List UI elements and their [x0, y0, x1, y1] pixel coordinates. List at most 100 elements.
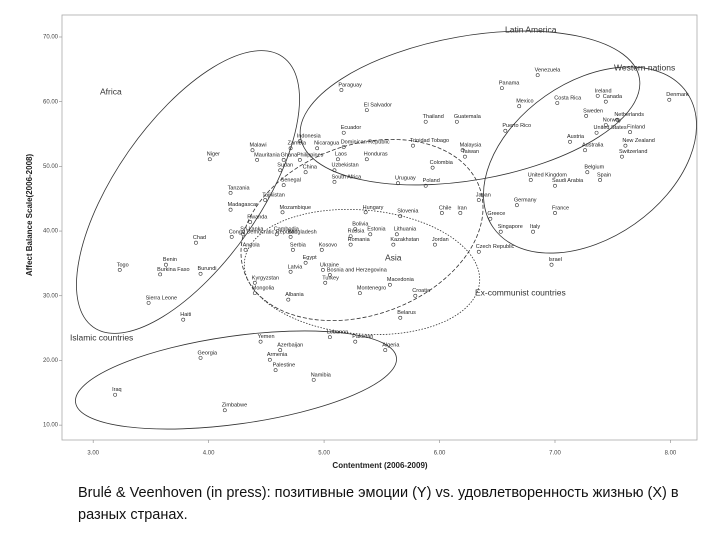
point — [430, 165, 435, 170]
group-label: Asia — [385, 252, 402, 262]
point-label: Mauritania — [254, 152, 281, 158]
point — [423, 119, 428, 124]
ellipse-western — [483, 66, 697, 254]
point — [396, 181, 400, 186]
point — [383, 348, 388, 352]
point — [348, 242, 353, 247]
point-label: Netherlands — [614, 112, 644, 118]
point-label: Ukraine — [320, 262, 339, 268]
y-tick-label: 10.00 — [43, 423, 59, 429]
point — [303, 170, 308, 175]
point-label: Uzbekistan — [331, 163, 358, 169]
point-label: Azerbaijan — [277, 343, 303, 349]
point-label: China — [303, 165, 318, 171]
point-label: Thailand — [423, 114, 444, 120]
point-label: Czech Republic — [476, 244, 515, 250]
point — [553, 211, 557, 215]
point-label: Malawi — [250, 143, 267, 149]
point — [250, 148, 255, 153]
point-label: Serbia — [290, 242, 307, 248]
point — [458, 211, 463, 215]
point — [252, 291, 257, 296]
point — [514, 203, 519, 208]
point-label: Palestine — [273, 363, 296, 369]
point — [620, 154, 624, 159]
point-label: Laos — [335, 152, 347, 158]
point — [503, 128, 508, 133]
point — [222, 408, 227, 413]
point-label: Latvia — [288, 264, 304, 270]
group-label: Latin America — [505, 24, 557, 34]
point — [488, 216, 493, 221]
point — [353, 339, 358, 344]
x-tick-label: 4.00 — [203, 451, 215, 457]
point-label: Macedonia — [387, 277, 415, 283]
point — [273, 368, 278, 373]
x-tick-label: 7.00 — [549, 451, 561, 457]
point — [553, 183, 557, 188]
point-label: Greece — [487, 211, 505, 217]
x-axis-label: Contentment (2006-2009) — [332, 461, 427, 470]
point — [628, 130, 632, 134]
y-tick-label: 30.00 — [43, 293, 59, 299]
point-label: Colombia — [430, 160, 454, 166]
point-label: Norway — [603, 117, 622, 123]
point — [291, 247, 295, 252]
point — [585, 170, 590, 175]
point — [267, 357, 272, 362]
point — [364, 157, 369, 162]
point-label: New Zealand — [622, 138, 654, 144]
point-label: Uruguay — [395, 176, 416, 182]
point-label: Poland — [423, 178, 440, 184]
point — [498, 229, 503, 234]
point-label: Taiwan — [462, 149, 479, 155]
point — [353, 227, 358, 232]
caption: Brulé & Veenhoven (in press): позитивные… — [78, 485, 679, 523]
point-label: Cambodia — [274, 227, 300, 233]
point — [394, 232, 399, 237]
ellipse-ex-communist — [243, 208, 481, 336]
point-label: Madagascar — [228, 202, 258, 208]
point — [248, 220, 253, 224]
point — [667, 97, 672, 102]
x-tick-label: 8.00 — [665, 451, 677, 457]
point-label: Finland — [627, 125, 645, 131]
point-label: Estonia — [367, 227, 386, 233]
point — [311, 377, 316, 382]
point — [398, 315, 403, 320]
point-label: Lebanon — [327, 330, 348, 336]
point — [595, 93, 600, 98]
point-label: Paraguay — [338, 82, 362, 88]
point-label: Congo Democratic Republic — [229, 229, 298, 235]
point-label: Slovenia — [397, 209, 419, 215]
point-label: Dominican Republic — [341, 139, 390, 145]
ellipse-latin-america — [299, 30, 641, 186]
point — [584, 114, 589, 118]
point — [341, 145, 346, 149]
point-label: Albania — [285, 292, 304, 298]
point — [549, 262, 554, 267]
point-label: United Kingdom — [528, 172, 568, 178]
point-label: Panama — [499, 81, 520, 87]
point-label: Canada — [603, 94, 623, 100]
point-label: Puerto Rico — [502, 123, 531, 129]
point — [454, 119, 459, 124]
point — [228, 190, 233, 195]
point-label: Egypt — [303, 255, 318, 261]
point-label: Haiti — [180, 312, 191, 318]
point-label: Romania — [348, 237, 371, 243]
point — [255, 158, 260, 162]
point-label: Trinidad Tobago — [410, 138, 449, 144]
point — [198, 271, 203, 276]
point-label: Jordan — [432, 237, 449, 243]
point-label: Sweden — [583, 108, 603, 114]
point — [297, 139, 302, 144]
point — [278, 348, 283, 352]
point — [258, 339, 263, 344]
point — [517, 104, 522, 109]
point — [615, 117, 620, 122]
point — [528, 178, 533, 182]
point-label: Niger — [207, 152, 220, 158]
point — [439, 211, 444, 215]
point-label: Japan — [476, 192, 491, 198]
